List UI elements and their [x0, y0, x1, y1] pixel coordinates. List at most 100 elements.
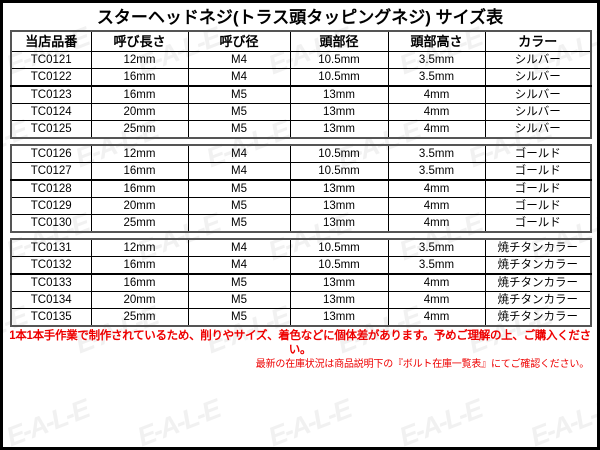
size-table-group: 当店品番 呼び長さ 呼び径 頭部径 頭部高さ カラー TC0121 12mm M4 10.5mm 3…	[10, 30, 592, 139]
cell-head_height: 4mm	[387, 273, 486, 292]
table-row: TC0130 25mm M5 13mm 4mm ゴールド	[10, 214, 592, 233]
cell-color: シルバー	[484, 85, 592, 104]
cell-part: TC0125	[10, 120, 92, 139]
cell-head_dia: 13mm	[289, 308, 389, 327]
cell-head_dia: 13mm	[289, 85, 389, 104]
cell-diameter: M5	[187, 197, 291, 215]
cell-length: 16mm	[90, 68, 189, 87]
cell-head_dia: 10.5mm	[289, 144, 389, 163]
cell-part: TC0131	[10, 238, 92, 257]
cell-head_dia: 10.5mm	[289, 51, 389, 69]
cell-diameter: M4	[187, 51, 291, 69]
cell-part: TC0133	[10, 273, 92, 292]
cell-diameter: M5	[187, 308, 291, 327]
cell-diameter: M5	[187, 291, 291, 309]
cell-head_height: 4mm	[387, 85, 486, 104]
cell-head_height: 4mm	[387, 308, 486, 327]
column-header-head_dia: 頭部径	[289, 30, 389, 52]
cell-head_height: 3.5mm	[387, 68, 486, 87]
cell-head_height: 3.5mm	[387, 162, 486, 181]
table-row: TC0135 25mm M5 13mm 4mm 焼チタンカラー	[10, 308, 592, 327]
column-header-diameter: 呼び径	[187, 30, 291, 52]
content-layer: スターヘッドネジ(トラス頭タッピングネジ) サイズ表 当店品番 呼び長さ 呼び径 頭部…	[3, 3, 597, 447]
cell-head_dia: 13mm	[289, 273, 389, 292]
cell-head_dia: 13mm	[289, 120, 389, 139]
cell-diameter: M4	[187, 238, 291, 257]
cell-diameter: M5	[187, 179, 291, 198]
cell-length: 20mm	[90, 291, 189, 309]
cell-part: TC0122	[10, 68, 92, 87]
cell-head_height: 3.5mm	[387, 144, 486, 163]
cell-length: 25mm	[90, 120, 189, 139]
table-row: TC0134 20mm M5 13mm 4mm 焼チタンカラー	[10, 291, 592, 309]
size-table-group: TC0131 12mm M4 10.5mm 3.5mm 焼チタンカラー TC0132 16mm…	[10, 238, 592, 327]
cell-length: 16mm	[90, 179, 189, 198]
cell-diameter: M4	[187, 68, 291, 87]
cell-head_dia: 13mm	[289, 291, 389, 309]
cell-color: 焼チタンカラー	[484, 291, 592, 309]
cell-color: シルバー	[484, 103, 592, 121]
cell-head_height: 4mm	[387, 103, 486, 121]
cell-part: TC0128	[10, 179, 92, 198]
table-row: TC0126 12mm M4 10.5mm 3.5mm ゴールド	[10, 144, 592, 163]
cell-head_height: 4mm	[387, 197, 486, 215]
cell-length: 20mm	[90, 197, 189, 215]
cell-head_height: 4mm	[387, 214, 486, 233]
table-row: TC0123 16mm M5 13mm 4mm シルバー	[10, 85, 592, 104]
cell-head_height: 3.5mm	[387, 256, 486, 275]
cell-color: ゴールド	[484, 162, 592, 181]
cell-color: ゴールド	[484, 144, 592, 163]
cell-color: シルバー	[484, 68, 592, 87]
cell-part: TC0121	[10, 51, 92, 69]
cell-head_dia: 13mm	[289, 197, 389, 215]
table-row: TC0128 16mm M5 13mm 4mm ゴールド	[10, 179, 592, 198]
handmade-variance-note: 1本1本手作業で制作されているため、削りやサイズ、着色などに個体差があります。予…	[9, 330, 591, 356]
cell-part: TC0135	[10, 308, 92, 327]
cell-length: 16mm	[90, 162, 189, 181]
table-row: TC0121 12mm M4 10.5mm 3.5mm シルバー	[10, 51, 592, 69]
cell-head_dia: 10.5mm	[289, 238, 389, 257]
cell-part: TC0129	[10, 197, 92, 215]
cell-head_height: 3.5mm	[387, 238, 486, 257]
cell-head_height: 4mm	[387, 120, 486, 139]
table-row: TC0129 20mm M5 13mm 4mm ゴールド	[10, 197, 592, 215]
cell-diameter: M5	[187, 273, 291, 292]
cell-diameter: M5	[187, 214, 291, 233]
stock-status-note: 最新の在庫状況は商品説明下の『ボルト在庫一覧表』にてご確認ください。	[255, 359, 589, 370]
cell-length: 12mm	[90, 51, 189, 69]
cell-part: TC0126	[10, 144, 92, 163]
column-header-color: カラー	[484, 30, 592, 52]
cell-diameter: M5	[187, 85, 291, 104]
cell-head_dia: 10.5mm	[289, 256, 389, 275]
table-row: TC0131 12mm M4 10.5mm 3.5mm 焼チタンカラー	[10, 238, 592, 257]
cell-color: シルバー	[484, 51, 592, 69]
cell-head_height: 4mm	[387, 291, 486, 309]
cell-head_dia: 10.5mm	[289, 68, 389, 87]
cell-color: 焼チタンカラー	[484, 308, 592, 327]
column-header-head_height: 頭部高さ	[387, 30, 486, 52]
cell-head_height: 3.5mm	[387, 51, 486, 69]
table-row: TC0127 16mm M4 10.5mm 3.5mm ゴールド	[10, 162, 592, 181]
cell-part: TC0130	[10, 214, 92, 233]
cell-length: 16mm	[90, 273, 189, 292]
cell-part: TC0124	[10, 103, 92, 121]
cell-color: ゴールド	[484, 214, 592, 233]
cell-color: ゴールド	[484, 197, 592, 215]
cell-color: ゴールド	[484, 179, 592, 198]
cell-length: 20mm	[90, 103, 189, 121]
cell-color: シルバー	[484, 120, 592, 139]
table-row: TC0125 25mm M5 13mm 4mm シルバー	[10, 120, 592, 139]
cell-diameter: M4	[187, 144, 291, 163]
size-table-groups: 当店品番 呼び長さ 呼び径 頭部径 頭部高さ カラー TC0121 12mm M4 10.5mm 3…	[10, 30, 592, 327]
cell-head_dia: 13mm	[289, 179, 389, 198]
cell-length: 12mm	[90, 144, 189, 163]
table-row: TC0122 16mm M4 10.5mm 3.5mm シルバー	[10, 68, 592, 87]
cell-diameter: M4	[187, 256, 291, 275]
cell-head_height: 4mm	[387, 179, 486, 198]
size-table-group: TC0126 12mm M4 10.5mm 3.5mm ゴールド TC0127 16mm M4 1…	[10, 144, 592, 233]
cell-diameter: M5	[187, 103, 291, 121]
cell-part: TC0134	[10, 291, 92, 309]
column-header-part: 当店品番	[10, 30, 92, 52]
cell-head_dia: 13mm	[289, 103, 389, 121]
